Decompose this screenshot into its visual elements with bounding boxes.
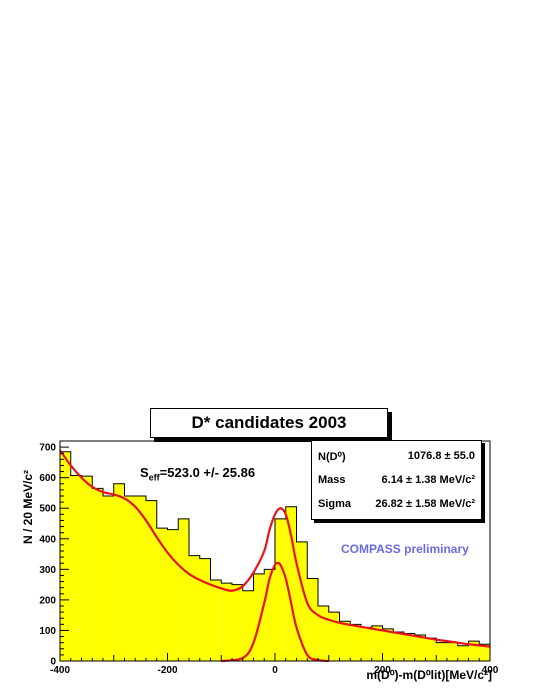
- stat-label-mass: Mass: [318, 474, 346, 486]
- histogram-bar: [70, 475, 82, 661]
- histogram-bar: [361, 627, 372, 661]
- histogram-bar: [447, 642, 458, 661]
- x-tick-label: -200: [157, 665, 177, 676]
- stat-value-sigma: 26.82 ± 1.58 MeV/c²: [375, 498, 475, 510]
- histogram-bar: [350, 624, 361, 661]
- stat-row-mass: Mass 6.14 ± 1.38 MeV/c²: [318, 470, 475, 490]
- x-axis-label: m(D⁰)-m(D⁰lit)[MeV/c²]: [366, 668, 492, 682]
- stat-row-sigma: Sigma 26.82 ± 1.58 MeV/c²: [318, 494, 475, 514]
- histogram-bar: [60, 451, 71, 661]
- histogram-bar: [167, 529, 179, 661]
- stat-label-sigma: Sigma: [318, 498, 352, 510]
- histogram-bar: [92, 488, 103, 661]
- histogram-bar: [479, 644, 490, 661]
- stat-label-yield: N(D⁰): [318, 450, 346, 463]
- fit-statistics-box: N(D⁰) 1076.8 ± 55.0 Mass 6.14 ± 1.38 MeV…: [311, 440, 482, 520]
- histogram-bar: [113, 483, 125, 661]
- chart-title: D* candidates 2003: [150, 408, 388, 438]
- histogram-bar: [307, 578, 318, 661]
- y-tick-label: 400: [39, 534, 56, 545]
- fit-total-curve: [59, 449, 491, 648]
- stat-value-yield: 1076.8 ± 55.0: [407, 450, 475, 462]
- chart-title-text: D* candidates 2003: [191, 413, 347, 432]
- stat-row-yield: N(D⁰) 1076.8 ± 55.0: [318, 446, 475, 466]
- histogram-bar: [382, 628, 394, 661]
- histogram-bar: [189, 555, 200, 661]
- y-tick-label: 500: [39, 504, 56, 515]
- x-tick-label: 200: [374, 665, 391, 676]
- histogram-bar: [135, 496, 146, 661]
- y-tick-label: 100: [39, 626, 56, 637]
- histogram-bars: [59, 451, 490, 661]
- histogram-bar: [318, 606, 329, 661]
- histogram-bar: [103, 496, 114, 661]
- histogram-bar: [371, 625, 383, 661]
- histogram-bar: [242, 590, 254, 661]
- histogram-bar: [178, 518, 189, 661]
- stat-value-mass: 6.14 ± 1.38 MeV/c²: [381, 474, 475, 486]
- y-tick-label: 200: [39, 595, 56, 606]
- y-axis-label: N / 20 MeV/c²: [21, 469, 35, 545]
- y-tick-label: 600: [39, 473, 56, 484]
- histogram-bar: [253, 573, 265, 661]
- histogram-bar: [436, 642, 447, 661]
- x-tick-label: -400: [50, 665, 70, 676]
- histogram-bar: [339, 621, 351, 661]
- y-tick-label: 0: [50, 657, 56, 668]
- histogram-bar: [285, 506, 297, 661]
- histogram-bar: [124, 496, 136, 661]
- x-tick-label: 0: [272, 665, 278, 676]
- histogram-bar: [221, 583, 232, 661]
- histogram-bar: [296, 541, 308, 661]
- fit-signal-curve: [221, 561, 329, 663]
- preliminary-label: COMPASS preliminary: [341, 542, 469, 556]
- histogram-bar: [199, 558, 211, 661]
- histogram-bar: [404, 633, 415, 661]
- histogram-outline: [59, 451, 490, 661]
- histogram-bar: [264, 569, 275, 661]
- histogram-bar: [156, 528, 168, 661]
- fit-curves: [59, 449, 491, 663]
- histogram-bar: [232, 584, 243, 661]
- histogram-bar: [81, 476, 93, 661]
- histogram-bar: [457, 645, 469, 661]
- histogram-bar: [425, 638, 437, 661]
- x-tick-label: 400: [482, 665, 499, 676]
- histogram-bar: [146, 500, 157, 661]
- y-tick-label: 700: [39, 443, 56, 454]
- histogram-bar: [328, 612, 340, 661]
- histogram-bar: [468, 641, 480, 661]
- y-tick-label: 300: [39, 565, 56, 576]
- signal-efficiency-annotation: Seff=523.0 +/- 25.86: [140, 465, 256, 483]
- histogram-bar: [210, 580, 222, 661]
- histogram-bar: [275, 518, 286, 661]
- axes: -400 -200 0 200 400 0 100 200 300 400 500 600 700: [39, 440, 499, 676]
- histogram-bar: [393, 631, 404, 661]
- histogram-bar: [414, 635, 426, 661]
